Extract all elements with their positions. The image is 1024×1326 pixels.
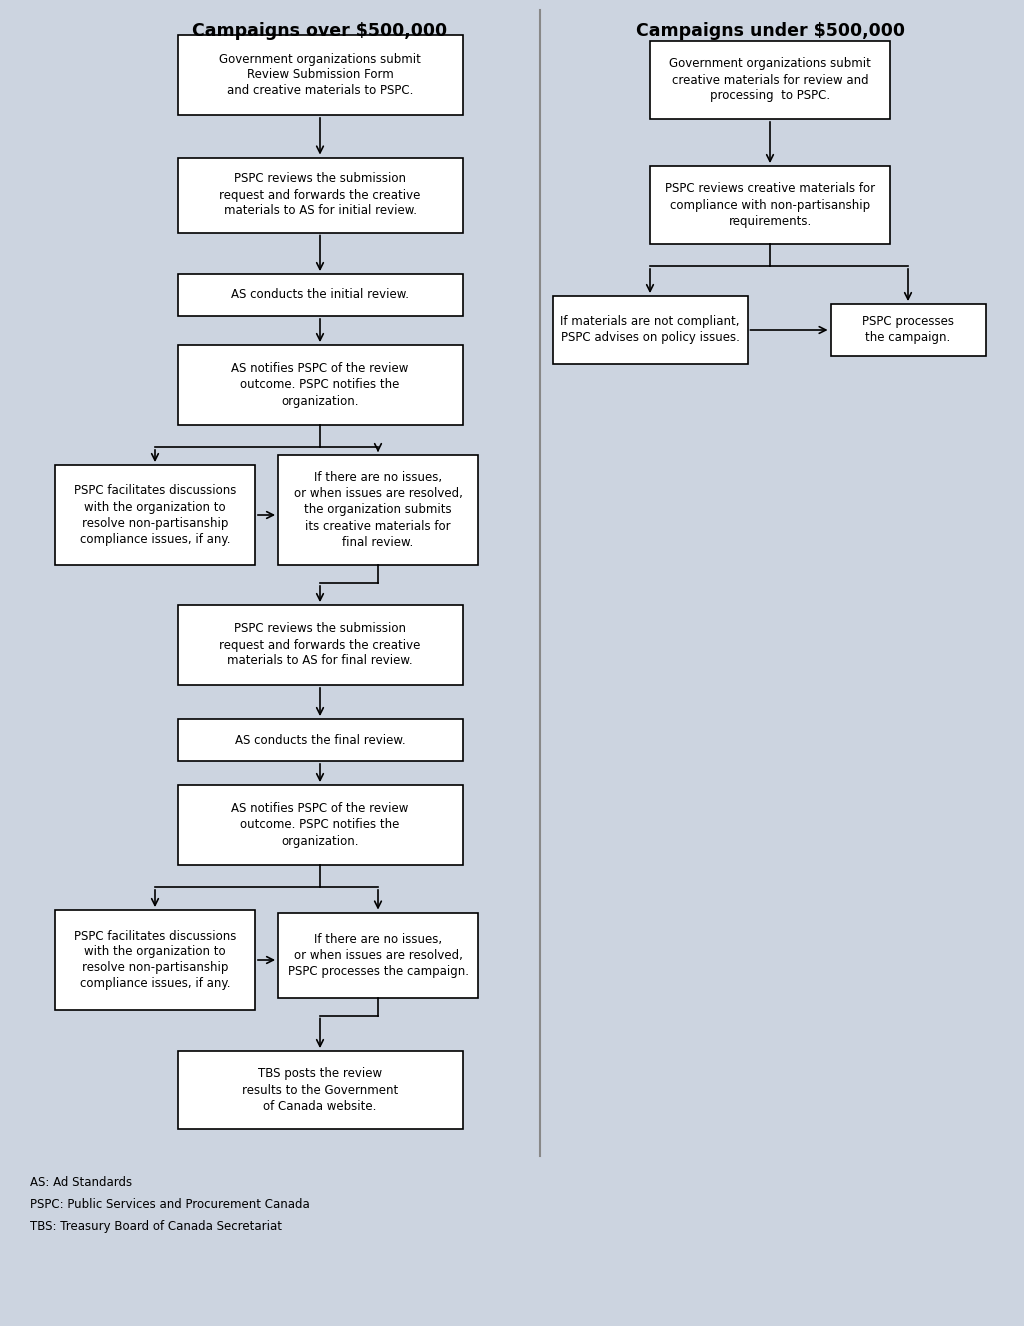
- Text: AS notifies PSPC of the review
outcome. PSPC notifies the
organization.: AS notifies PSPC of the review outcome. …: [231, 802, 409, 847]
- Bar: [177, 719, 463, 761]
- Text: Government organizations submit
Review Submission Form
and creative materials to: Government organizations submit Review S…: [219, 53, 421, 98]
- Text: Campaigns under $500,000: Campaigns under $500,000: [636, 23, 904, 40]
- Bar: [177, 605, 463, 686]
- Text: PSPC reviews creative materials for
compliance with non-partisanship
requirement: PSPC reviews creative materials for comp…: [665, 183, 876, 228]
- Bar: [177, 785, 463, 865]
- Bar: [177, 158, 463, 232]
- Text: If there are no issues,
or when issues are resolved,
PSPC processes the campaign: If there are no issues, or when issues a…: [288, 932, 469, 977]
- Text: PSPC reviews the submission
request and forwards the creative
materials to AS fo: PSPC reviews the submission request and …: [219, 622, 421, 667]
- Bar: [553, 296, 748, 365]
- Text: Government organizations submit
creative materials for review and
processing  to: Government organizations submit creative…: [669, 57, 871, 102]
- Bar: [278, 912, 478, 997]
- Bar: [830, 304, 985, 355]
- Text: TBS: Treasury Board of Canada Secretariat: TBS: Treasury Board of Canada Secretaria…: [30, 1220, 282, 1233]
- Text: Campaigns over $500,000: Campaigns over $500,000: [193, 23, 447, 40]
- Text: AS notifies PSPC of the review
outcome. PSPC notifies the
organization.: AS notifies PSPC of the review outcome. …: [231, 362, 409, 407]
- Text: PSPC facilitates discussions
with the organization to
resolve non-partisanship
c: PSPC facilitates discussions with the or…: [74, 484, 237, 545]
- Bar: [55, 910, 255, 1010]
- Bar: [177, 274, 463, 316]
- Bar: [177, 34, 463, 115]
- Text: TBS posts the review
results to the Government
of Canada website.: TBS posts the review results to the Gove…: [242, 1067, 398, 1113]
- Bar: [278, 455, 478, 565]
- Text: PSPC: Public Services and Procurement Canada: PSPC: Public Services and Procurement Ca…: [30, 1197, 309, 1211]
- Bar: [55, 465, 255, 565]
- Bar: [177, 345, 463, 426]
- Text: If there are no issues,
or when issues are resolved,
the organization submits
it: If there are no issues, or when issues a…: [294, 472, 463, 549]
- Text: AS conducts the initial review.: AS conducts the initial review.: [231, 289, 409, 301]
- Text: PSPC facilitates discussions
with the organization to
resolve non-partisanship
c: PSPC facilitates discussions with the or…: [74, 930, 237, 991]
- Text: If materials are not compliant,
PSPC advises on policy issues.: If materials are not compliant, PSPC adv…: [560, 316, 739, 345]
- Text: PSPC processes
the campaign.: PSPC processes the campaign.: [862, 316, 954, 345]
- Text: AS conducts the final review.: AS conducts the final review.: [234, 733, 406, 747]
- Bar: [650, 166, 890, 244]
- Bar: [177, 1052, 463, 1128]
- Text: AS: Ad Standards: AS: Ad Standards: [30, 1176, 132, 1189]
- Bar: [650, 41, 890, 119]
- Text: PSPC reviews the submission
request and forwards the creative
materials to AS fo: PSPC reviews the submission request and …: [219, 172, 421, 217]
